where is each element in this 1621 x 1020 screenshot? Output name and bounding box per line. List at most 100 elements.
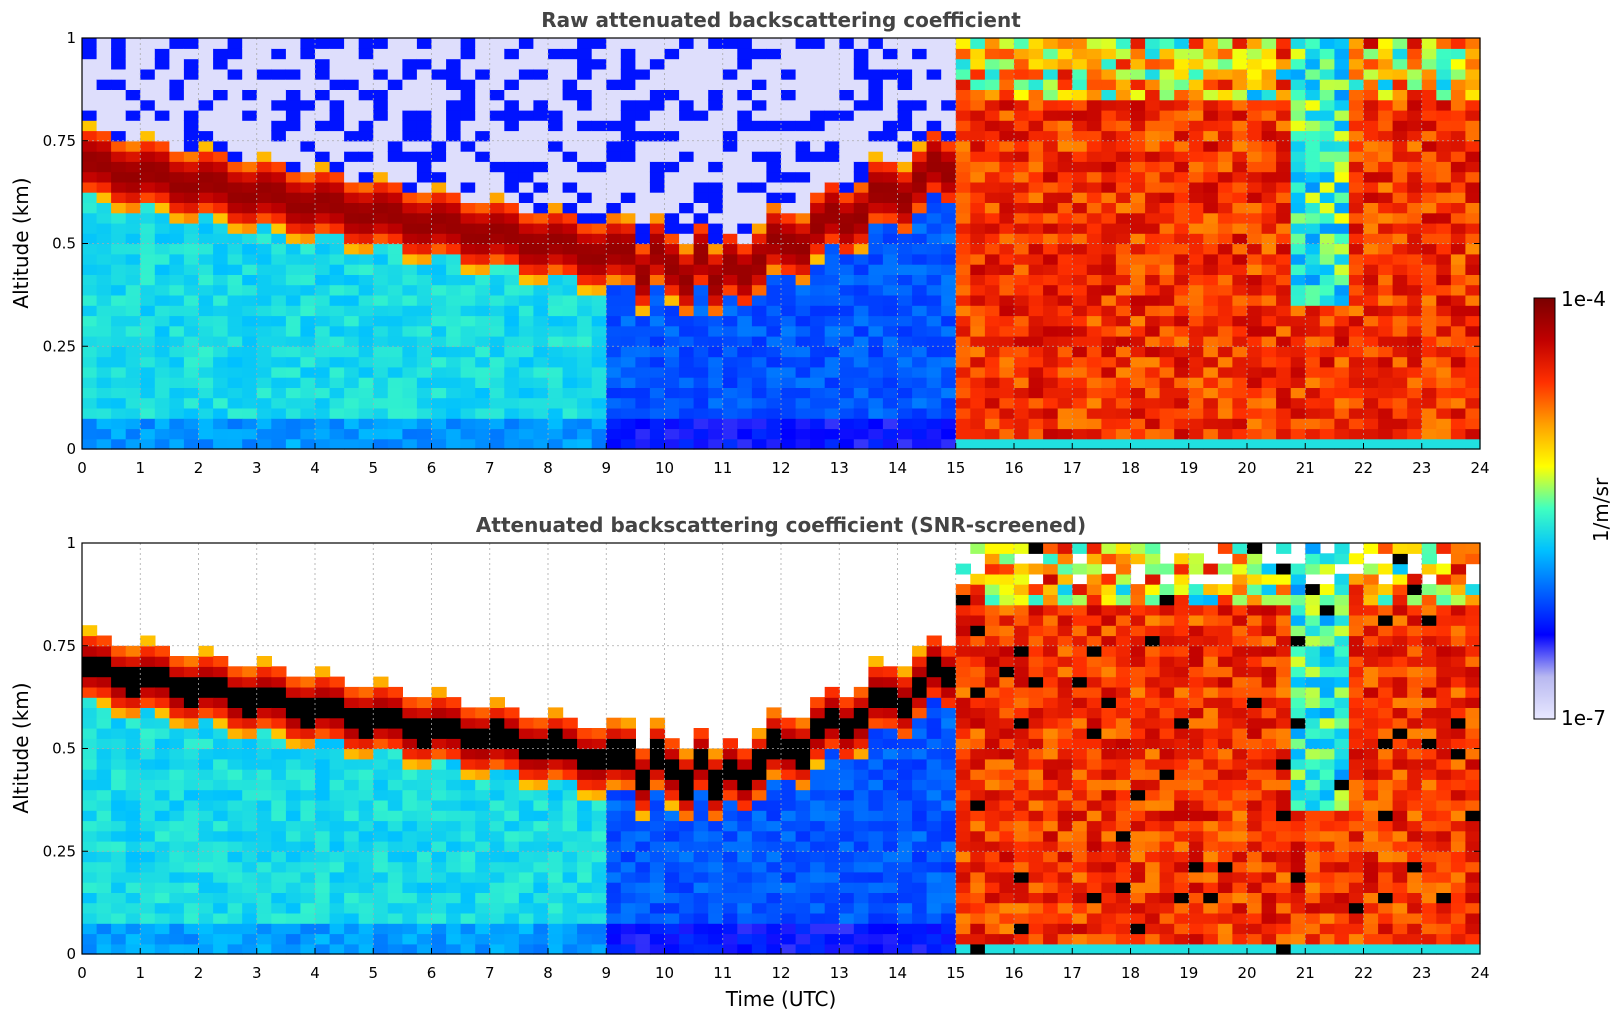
heatmap-cell (1130, 130, 1146, 142)
heatmap-cell (1247, 171, 1263, 183)
heatmap-cell (970, 407, 986, 419)
heatmap-cell (1086, 89, 1102, 101)
heatmap-cell (183, 799, 200, 811)
heatmap-cell (766, 233, 782, 245)
heatmap-cell (824, 120, 840, 132)
heatmap-cell (737, 377, 753, 388)
heatmap-cell (183, 748, 200, 760)
heatmap-cell (1305, 377, 1321, 388)
heatmap-cell (213, 799, 229, 811)
heatmap-cell (460, 871, 476, 883)
heatmap-cell (169, 438, 185, 450)
heatmap-cell (1465, 264, 1481, 275)
heatmap-cell (882, 48, 899, 60)
heatmap-cell (882, 356, 899, 368)
heatmap-cell (373, 851, 389, 863)
heatmap-cell (577, 48, 593, 60)
heatmap-cell (1305, 120, 1321, 132)
heatmap-cell (300, 253, 316, 265)
heatmap-cell (96, 233, 112, 245)
heatmap-cell (1174, 130, 1190, 142)
heatmap-cell (635, 438, 651, 450)
heatmap-cell (1174, 387, 1190, 399)
heatmap-cell (635, 820, 651, 832)
heatmap-cell (1436, 377, 1452, 388)
heatmap-cell (1319, 438, 1335, 450)
heatmap-cell (635, 264, 651, 275)
heatmap-cell (402, 48, 418, 60)
heatmap-cell (504, 943, 520, 955)
heatmap-cell (96, 912, 112, 924)
heatmap-cell (1290, 336, 1306, 347)
heatmap-cell (213, 336, 229, 347)
heatmap-cell (169, 892, 185, 904)
heatmap-cell (810, 140, 826, 152)
heatmap-cell (1130, 109, 1146, 121)
heatmap-cell (111, 789, 127, 801)
heatmap-cell (548, 336, 564, 347)
heatmap-cell (781, 151, 797, 162)
heatmap-cell (329, 748, 345, 760)
heatmap-cell (1465, 428, 1481, 440)
heatmap-cell (1174, 336, 1190, 347)
heatmap-cell (1203, 202, 1219, 214)
heatmap-cell (868, 233, 884, 245)
heatmap-cell (227, 377, 243, 388)
heatmap-cell (562, 346, 578, 358)
heatmap-cell (533, 305, 549, 317)
heatmap-cell (242, 820, 258, 832)
heatmap-cell (271, 830, 287, 842)
heatmap-cell (577, 418, 593, 430)
heatmap-cell (431, 130, 447, 142)
heatmap-cell (475, 346, 491, 358)
heatmap-cell (766, 38, 782, 49)
x-tick-label: 1 (135, 459, 145, 477)
heatmap-cell (1290, 58, 1306, 70)
heatmap-cell (1348, 264, 1365, 275)
heatmap-cell (1348, 428, 1365, 440)
heatmap-cell (82, 140, 98, 152)
heatmap-cell (1319, 99, 1335, 111)
heatmap-cell (504, 109, 520, 121)
heatmap-cell (591, 366, 607, 378)
heatmap-cell (242, 38, 258, 49)
heatmap-cell (664, 346, 680, 358)
heatmap-cell (926, 79, 942, 90)
heatmap-cell (431, 738, 447, 750)
heatmap-cell (1188, 253, 1204, 265)
heatmap-cell (300, 861, 316, 873)
heatmap-cell (242, 830, 258, 842)
heatmap-cell (387, 171, 403, 183)
heatmap-cell (271, 151, 287, 162)
heatmap-cell (489, 810, 505, 822)
heatmap-cell (868, 89, 884, 101)
heatmap-cell (664, 377, 680, 388)
heatmap-cell (868, 284, 884, 296)
heatmap-cell (882, 130, 899, 142)
heatmap-cell (387, 212, 403, 224)
heatmap-cell (431, 315, 447, 327)
heatmap-cell (1072, 253, 1088, 265)
heatmap-cell (1392, 192, 1408, 203)
heatmap-cell (125, 656, 141, 667)
heatmap-cell (882, 233, 899, 245)
heatmap-cell (984, 346, 1001, 358)
heatmap-cell (271, 253, 287, 265)
heatmap-cell (679, 243, 695, 255)
heatmap-cell (562, 912, 578, 924)
heatmap-cell (751, 336, 768, 347)
heatmap-cell (766, 151, 782, 162)
heatmap-cell (475, 851, 491, 863)
heatmap-cell (213, 438, 229, 450)
heatmap-cell (387, 346, 403, 358)
heatmap-cell (213, 284, 229, 296)
heatmap-cell (315, 243, 331, 255)
heatmap-cell (562, 923, 578, 935)
heatmap-cell (1217, 161, 1234, 173)
heatmap-cell (1465, 418, 1481, 430)
heatmap-cell (548, 253, 564, 265)
heatmap-cell (300, 109, 316, 121)
heatmap-cell (766, 130, 782, 142)
heatmap-cell (1378, 428, 1394, 440)
heatmap-cell (1407, 294, 1423, 306)
